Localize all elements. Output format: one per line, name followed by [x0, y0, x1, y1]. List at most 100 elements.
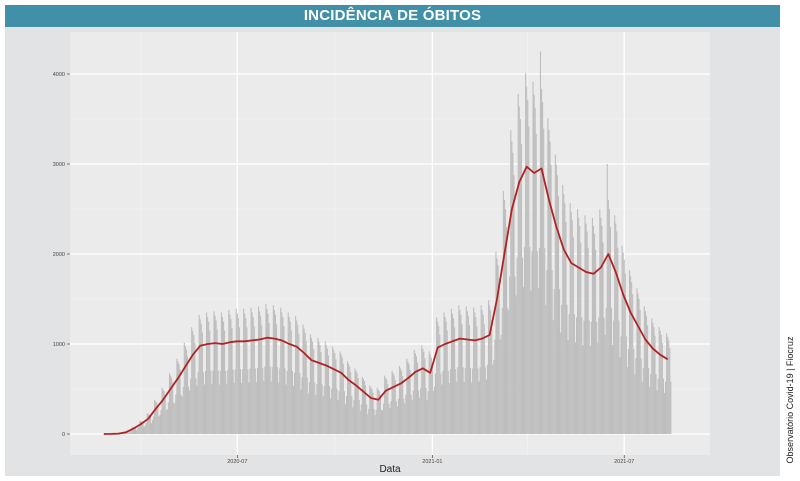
- daily-bar: [583, 320, 585, 434]
- daily-bar: [492, 364, 494, 434]
- daily-bar: [344, 404, 346, 434]
- daily-bar: [162, 389, 164, 434]
- daily-bar: [295, 316, 297, 434]
- daily-bar: [351, 396, 353, 434]
- daily-bar: [366, 404, 368, 434]
- daily-bar: [234, 369, 236, 434]
- daily-bar: [659, 331, 661, 434]
- chart-title-banner: INCIDÊNCIA DE ÓBITOS: [5, 5, 780, 27]
- daily-bar: [662, 378, 664, 434]
- daily-bar: [493, 359, 495, 434]
- daily-bar: [489, 305, 491, 434]
- daily-bar: [252, 317, 254, 434]
- daily-bar: [610, 308, 613, 434]
- daily-bar: [216, 329, 218, 434]
- daily-bar: [463, 381, 465, 434]
- daily-bar: [497, 265, 499, 434]
- daily-bar: [506, 227, 508, 434]
- daily-bar: [272, 305, 274, 434]
- daily-bar: [534, 107, 536, 434]
- daily-bar: [617, 247, 619, 434]
- daily-bar: [392, 373, 394, 434]
- moving-average-line: [103, 165, 669, 435]
- daily-bar: [185, 349, 187, 434]
- daily-bar: [648, 367, 650, 434]
- daily-bar: [393, 375, 395, 434]
- daily-bar: [339, 351, 341, 434]
- daily-bar: [509, 276, 511, 434]
- daily-bar: [309, 334, 312, 434]
- daily-bar: [556, 175, 558, 434]
- daily-bar: [602, 242, 604, 434]
- daily-bar: [600, 217, 602, 434]
- daily-bar: [176, 358, 178, 434]
- daily-bar: [297, 324, 299, 434]
- daily-bar: [639, 309, 641, 434]
- daily-bar: [342, 363, 344, 434]
- daily-bar: [230, 319, 232, 434]
- daily-bar: [550, 164, 552, 434]
- daily-bar: [460, 314, 462, 434]
- daily-bar: [251, 312, 253, 434]
- daily-bar: [353, 399, 355, 434]
- daily-bar: [212, 370, 214, 434]
- daily-bar: [357, 378, 359, 434]
- daily-bar: [209, 330, 211, 434]
- daily-bar: [229, 314, 231, 434]
- daily-bar: [420, 388, 422, 434]
- daily-bar: [524, 246, 526, 434]
- daily-bar: [448, 382, 450, 434]
- daily-bar: [622, 252, 624, 434]
- daily-bar: [587, 247, 589, 434]
- daily-bar: [530, 290, 532, 434]
- daily-bar: [612, 344, 614, 434]
- daily-bar: [397, 398, 399, 434]
- daily-bar: [373, 408, 375, 434]
- daily-bar: [321, 384, 323, 434]
- daily-bar: [553, 289, 555, 434]
- daily-bar: [224, 330, 226, 434]
- daily-bar: [670, 381, 672, 434]
- daily-bar: [607, 200, 609, 434]
- daily-bar: [624, 273, 626, 434]
- daily-bar: [548, 129, 550, 435]
- daily-bar: [660, 335, 662, 434]
- daily-bar: [306, 377, 308, 434]
- daily-bar: [490, 310, 492, 434]
- daily-bar: [455, 369, 457, 434]
- daily-bar: [613, 320, 615, 434]
- daily-bar: [561, 304, 563, 434]
- daily-bar: [459, 309, 461, 434]
- daily-bar: [370, 387, 372, 434]
- daily-bar: [275, 324, 278, 434]
- daily-bar: [326, 348, 328, 434]
- daily-bar: [328, 386, 331, 434]
- daily-bar: [195, 378, 197, 434]
- daily-bar: [183, 342, 185, 434]
- daily-bar: [597, 342, 599, 434]
- daily-bar: [483, 324, 485, 434]
- daily-bar: [288, 317, 290, 434]
- daily-bar: [142, 422, 144, 434]
- daily-bar: [387, 384, 389, 434]
- daily-bar: [552, 320, 554, 434]
- daily-bar: [198, 314, 200, 434]
- daily-bar: [565, 221, 567, 434]
- daily-bar: [282, 317, 284, 434]
- daily-bar: [401, 371, 403, 434]
- daily-bar: [332, 346, 334, 434]
- daily-bar: [623, 259, 625, 434]
- daily-bar: [316, 384, 318, 434]
- daily-bar: [657, 378, 659, 434]
- daily-bar: [190, 378, 192, 434]
- daily-bar: [466, 311, 468, 434]
- daily-bar: [292, 385, 295, 434]
- daily-bar: [421, 345, 423, 434]
- daily-bar: [439, 334, 441, 434]
- daily-bar: [405, 394, 407, 434]
- daily-bar: [510, 130, 512, 434]
- daily-bar: [261, 325, 263, 434]
- daily-bar: [563, 194, 565, 434]
- daily-bar: [324, 341, 326, 434]
- daily-bar: [260, 315, 262, 434]
